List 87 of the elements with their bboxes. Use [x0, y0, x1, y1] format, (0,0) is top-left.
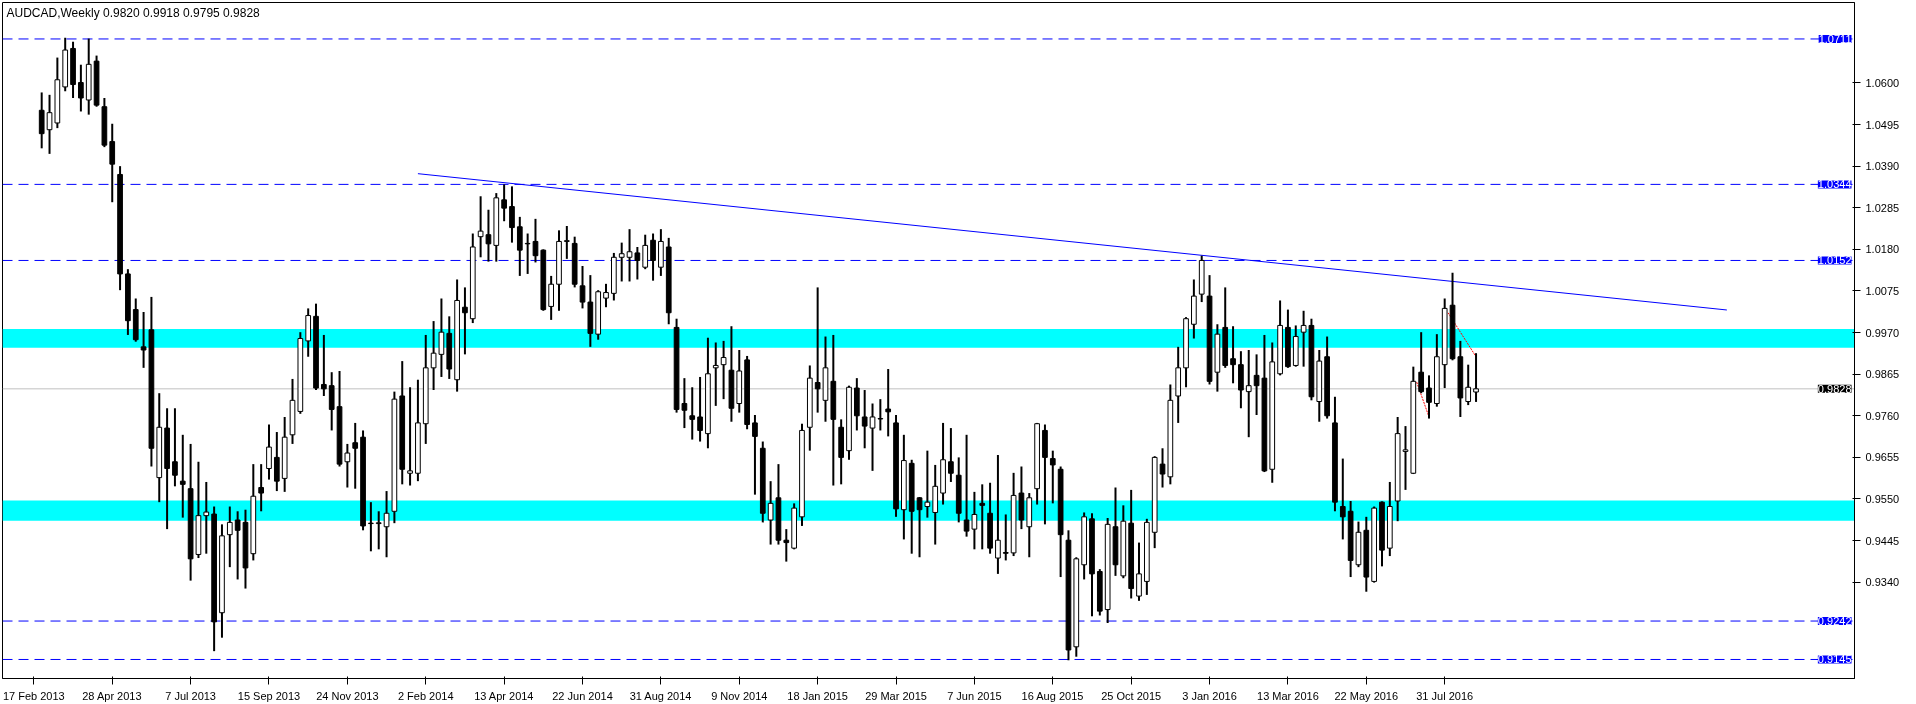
x-tick-label: 31 Aug 2014	[629, 689, 692, 702]
candlestick	[689, 386, 696, 441]
candlestick	[516, 215, 523, 277]
candlestick	[720, 339, 727, 401]
candlestick	[697, 375, 703, 443]
candlestick	[38, 91, 45, 150]
candlestick	[752, 413, 758, 496]
x-tick-label: 2 Feb 2014	[397, 689, 454, 702]
candlestick	[783, 528, 790, 563]
x-tick-label: 29 Mar 2015	[865, 689, 927, 702]
ref-line-label: 0.9828	[1817, 382, 1852, 395]
x-tick-label: 22 Jun 2014	[552, 689, 613, 702]
candlestick	[179, 433, 186, 519]
y-tick-label: 0.9550	[1865, 493, 1900, 505]
candlestick	[109, 122, 116, 204]
candlestick	[1230, 325, 1236, 385]
candlestick	[885, 368, 892, 438]
candlestick	[1426, 374, 1432, 420]
y-tick-label: 0.9340	[1865, 576, 1900, 589]
y-tick-label: 0.9865	[1865, 368, 1900, 381]
x-tick-label: 28 Apr 2013	[82, 689, 142, 702]
x-tick-label: 3 Jan 2016	[1182, 689, 1237, 702]
x-tick-label: 16 Aug 2015	[1021, 689, 1084, 702]
ref-line-label: 1.0152	[1817, 254, 1852, 267]
candlestick	[1049, 449, 1056, 505]
candlestick	[258, 463, 264, 513]
candlestick	[563, 224, 570, 260]
candlestick	[579, 265, 586, 310]
candlestick	[501, 183, 507, 223]
candlestick	[1245, 349, 1252, 439]
x-tick-label: 22 May 2016	[1334, 689, 1399, 702]
candlestick	[548, 274, 555, 321]
candlestick	[78, 63, 84, 113]
y-tick-label: 0.9970	[1865, 326, 1900, 339]
y-tick-label: 1.0285	[1865, 201, 1900, 214]
candlestick	[618, 241, 625, 283]
candlestick	[375, 510, 382, 551]
x-tick-label: 7 Jun 2015	[947, 689, 1002, 702]
y-tick-label: 1.0600	[1865, 76, 1900, 89]
candlestick	[328, 371, 335, 432]
candlestick	[266, 423, 272, 481]
candlestick	[383, 490, 390, 559]
candlestick	[642, 233, 649, 271]
candlestick	[1002, 513, 1009, 562]
candlestick	[321, 333, 327, 397]
x-tick-label: 15 Sep 2013	[237, 689, 301, 702]
ref-line-label: 0.9145	[1817, 653, 1852, 666]
candlestick	[273, 431, 280, 493]
y-tick-label: 1.0180	[1865, 243, 1900, 256]
candlestick	[979, 483, 986, 551]
candlestick	[948, 427, 954, 483]
candlestick	[407, 386, 413, 487]
x-tick-label: 9 Nov 2014	[711, 689, 768, 702]
candlestick	[1136, 541, 1142, 602]
candlestick	[861, 389, 868, 450]
chart-title: AUDCAD,Weekly 0.9820 0.9918 0.9795 0.9828	[6, 5, 261, 20]
candlestick	[462, 286, 468, 356]
ref-line-label: 1.0711	[1818, 32, 1852, 45]
y-tick-label: 1.0495	[1865, 118, 1900, 131]
candlestick	[203, 480, 210, 555]
y-tick-label: 1.0075	[1865, 284, 1900, 297]
candlestick	[226, 505, 233, 569]
candlestick	[1418, 331, 1425, 395]
x-tick-label: 25 Oct 2015	[1101, 689, 1162, 702]
x-tick-label: 7 Jul 2013	[165, 689, 216, 702]
candlestick	[650, 232, 656, 282]
candlestick	[603, 282, 609, 309]
candlestick	[172, 407, 178, 488]
x-tick-label: 13 Mar 2016	[1257, 689, 1319, 702]
ref-line-label: 1.0344	[1817, 178, 1852, 191]
candlestick	[1339, 457, 1346, 541]
x-tick-label: 13 Apr 2014	[474, 689, 534, 702]
x-tick-label: 24 Nov 2013	[316, 689, 379, 702]
candlestick	[712, 341, 719, 407]
y-tick-label: 1.0390	[1865, 160, 1900, 173]
y-tick-label: 0.9445	[1865, 534, 1900, 547]
ref-line-label: 0.9242	[1817, 615, 1852, 628]
candlestick	[1465, 363, 1472, 407]
y-tick-label: 0.9760	[1865, 409, 1900, 422]
candlestick	[1473, 352, 1479, 403]
candlestick	[509, 185, 515, 244]
x-tick-label: 31 Jul 2016	[1416, 689, 1474, 702]
candlestick	[995, 454, 1001, 575]
x-tick-label: 17 Feb 2013	[2, 689, 65, 702]
y-tick-label: 0.9655	[1865, 451, 1900, 464]
x-tick-label: 18 Jan 2015	[787, 689, 848, 702]
candlestick	[352, 421, 359, 490]
